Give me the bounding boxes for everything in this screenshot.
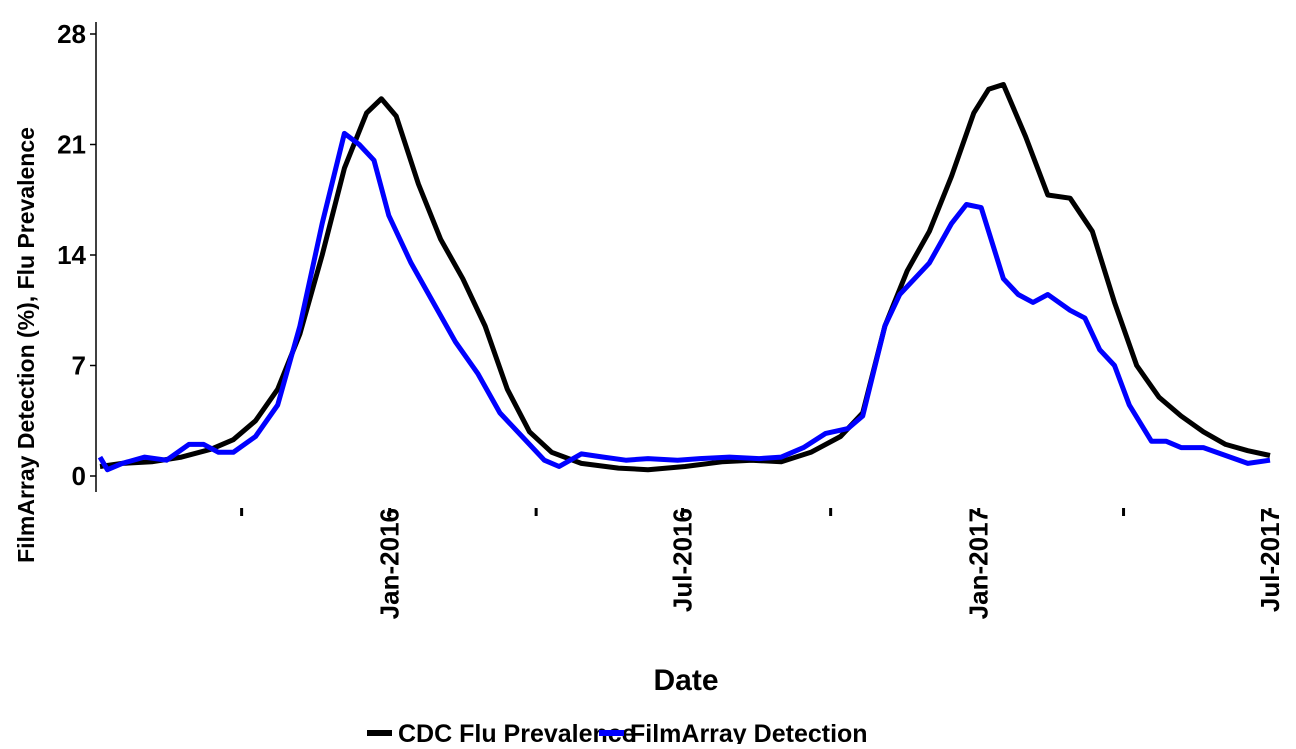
y-tick-label: 14: [57, 240, 86, 270]
y-tick-label: 7: [72, 351, 86, 381]
x-tick-label: Jul-2016: [668, 508, 698, 612]
series-line-cdc-flu-prevalence: [99, 82, 1271, 473]
legend-label-filmarray-detection: FilmArray Detection: [630, 720, 868, 744]
y-tick-label: 21: [57, 130, 86, 160]
x-tick-label: Jul-2017: [1255, 508, 1285, 612]
x-axis-ticks: Jan-2016 Jul-2016 Jan-2017 Jul-2017: [240, 508, 1285, 619]
y-axis-title: FilmArray Detection (%), Flu Prevalence: [13, 127, 39, 563]
legend-label-cdc-flu-prevalence: CDC Flu Prevalence: [398, 720, 636, 744]
x-tick-label: Jan-2017: [964, 508, 994, 619]
x-tick-label: Jan-2016: [375, 508, 405, 619]
y-tick-label: 0: [72, 461, 86, 491]
x-axis-title: Date: [653, 664, 718, 697]
plot-area: 0 7 14 21 28 Jan-2016 Jul-2016 Jan-2017 Jul-201…: [57, 19, 1285, 619]
series-lines: [97, 82, 1271, 473]
legend: CDC Flu Prevalence FilmArray Detection: [367, 720, 868, 748]
series-line-filmarray-detection: [97, 130, 1271, 473]
y-tick-label: 28: [57, 19, 86, 49]
y-axis-ticks: 0 7 14 21 28: [57, 19, 96, 491]
